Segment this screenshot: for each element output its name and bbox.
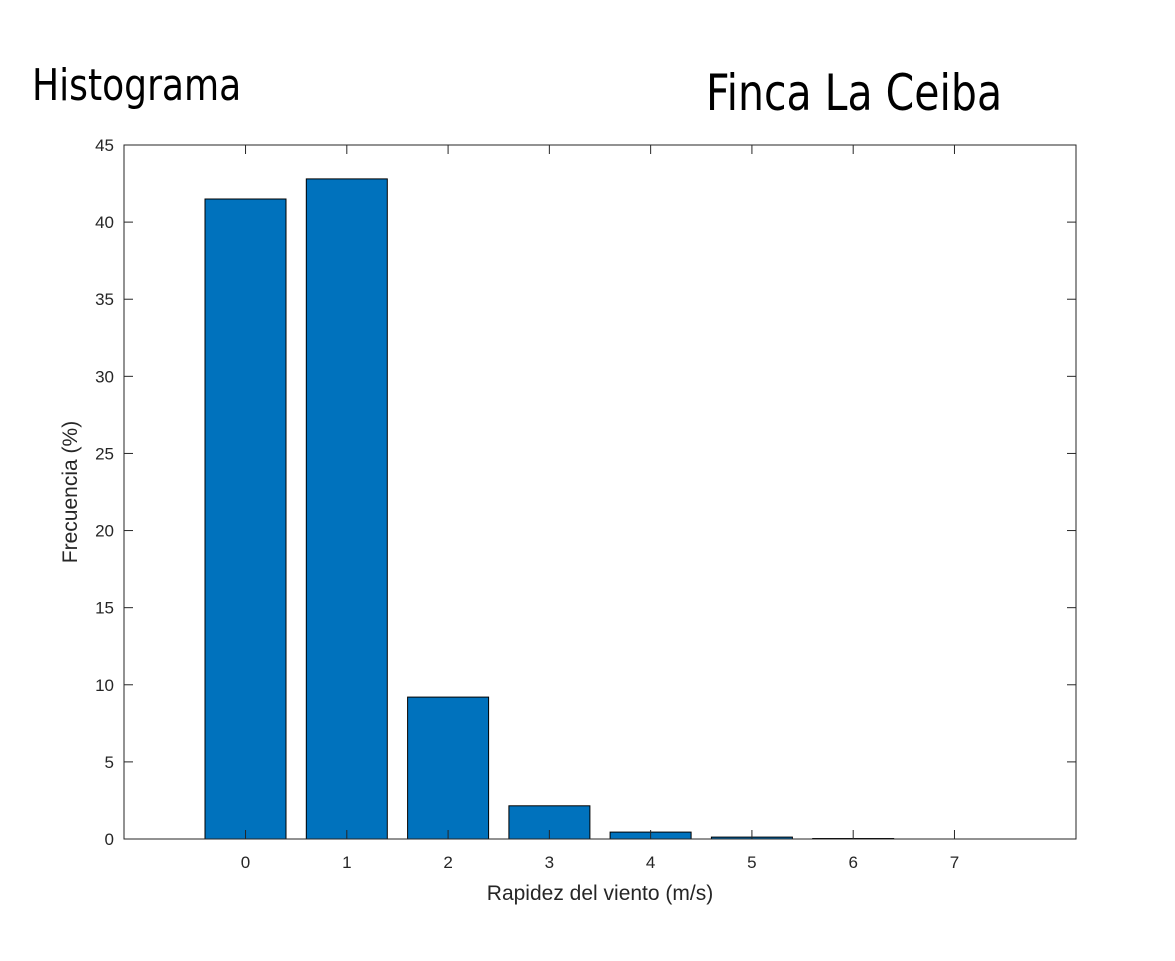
x-tick-label-2: 2 (443, 853, 452, 872)
plot-frame (123, 144, 1077, 840)
y-axis-label: Frecuencia (%) (59, 421, 82, 563)
x-tick-label-7: 7 (950, 853, 959, 872)
x-tick-label-1: 1 (342, 853, 351, 872)
x-tick-label-0: 0 (241, 853, 250, 872)
bars-group (204, 178, 895, 840)
bar-1 (305, 178, 388, 840)
chart-title-right: Finca La Ceiba (706, 64, 1003, 122)
y-tick-label-20: 20 (95, 522, 114, 541)
x-tick-label-6: 6 (848, 853, 857, 872)
y-tick-label-45: 45 (95, 136, 114, 155)
x-axis-label: Rapidez del viento (m/s) (487, 882, 713, 905)
y-tick-label-25: 25 (95, 444, 114, 463)
x-tick-label-4: 4 (646, 853, 655, 872)
y-tick-label-5: 5 (105, 753, 114, 772)
y-tick-label-15: 15 (95, 599, 114, 618)
chart-title-left: Histograma (32, 60, 242, 111)
y-tick-label-40: 40 (95, 213, 114, 232)
y-tick-label-10: 10 (95, 676, 114, 695)
x-tick-label-3: 3 (545, 853, 554, 872)
y-tick-label-30: 30 (95, 367, 114, 386)
y-tick-label-35: 35 (95, 290, 114, 309)
y-tick-label-0: 0 (105, 830, 114, 849)
x-tick-label-5: 5 (747, 853, 756, 872)
bar-0 (204, 198, 287, 840)
bar-2 (407, 696, 490, 840)
